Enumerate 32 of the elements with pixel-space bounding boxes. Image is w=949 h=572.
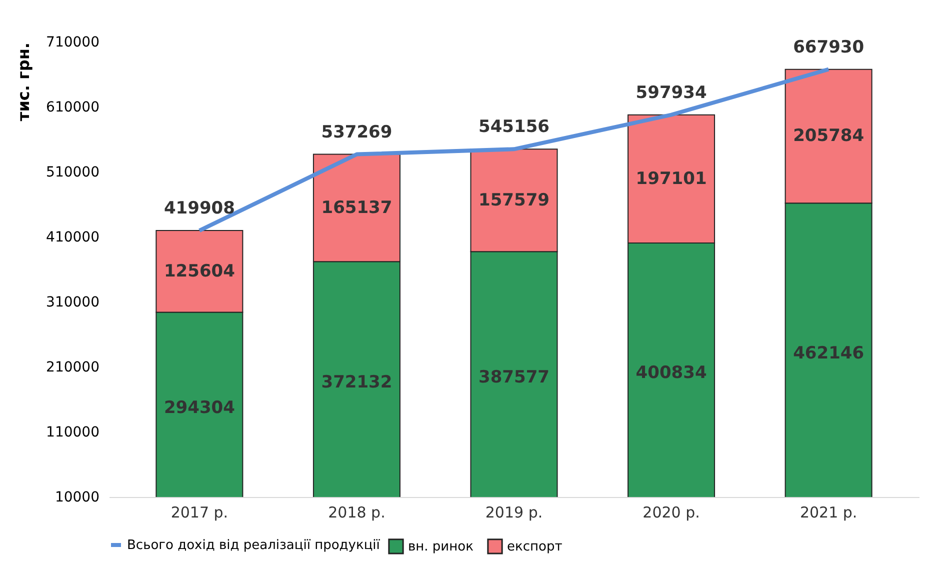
data-label: 400834 bbox=[636, 363, 707, 384]
data-label: 462146 bbox=[793, 343, 864, 364]
data-label: 205784 bbox=[793, 126, 864, 146]
y-tick-label: 10000 bbox=[54, 490, 100, 506]
data-label: 372132 bbox=[321, 372, 392, 393]
y-tick-label: 510000 bbox=[46, 164, 100, 180]
data-label: 597934 bbox=[636, 82, 707, 103]
data-label: 387577 bbox=[478, 368, 550, 388]
data-label: 157579 bbox=[478, 190, 550, 210]
data-label: 667930 bbox=[793, 37, 864, 58]
x-tick-label: 2018 р. bbox=[328, 504, 386, 522]
data-label: 545156 bbox=[478, 117, 550, 138]
y-tick-label: 610000 bbox=[46, 100, 100, 116]
legend-label: експорт bbox=[507, 539, 563, 554]
data-label: 197101 bbox=[636, 168, 707, 189]
y-axis-title: тис. грн. bbox=[14, 42, 34, 122]
data-label: 294304 bbox=[164, 398, 236, 418]
y-tick-label: 410000 bbox=[46, 230, 100, 246]
y-tick-label: 210000 bbox=[46, 360, 100, 376]
data-label: 165137 bbox=[321, 198, 392, 218]
x-tick-label: 2017 р. bbox=[170, 504, 228, 522]
data-label: 537269 bbox=[321, 122, 392, 142]
data-label: 419908 bbox=[164, 198, 235, 219]
x-tick-label: 2021 р. bbox=[800, 504, 858, 522]
x-tick-label: 2019 р. bbox=[485, 504, 543, 522]
y-tick-label: 110000 bbox=[46, 424, 100, 440]
y-tick-label: 710000 bbox=[46, 34, 100, 50]
legend-label: Всього дохід від реалізації продукції bbox=[127, 538, 380, 553]
legend-label: вн. ринок bbox=[408, 539, 474, 554]
y-tick-label: 310000 bbox=[46, 294, 100, 310]
data-label: 125604 bbox=[164, 261, 236, 282]
x-tick-label: 2020 р. bbox=[642, 504, 700, 522]
